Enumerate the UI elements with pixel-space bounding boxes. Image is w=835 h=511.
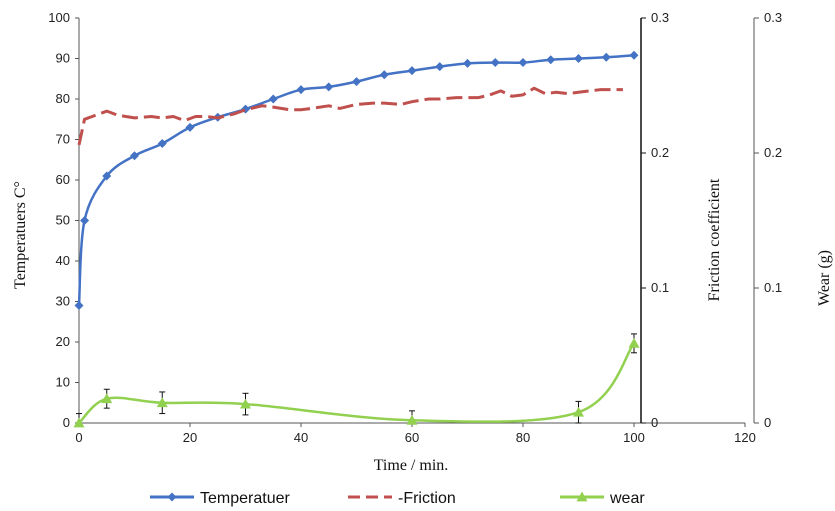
y-tick-left-label: 70 [56, 132, 70, 147]
y-tick-mid-label: 0.2 [651, 145, 669, 160]
y-tick-left-label: 30 [56, 294, 70, 309]
legend-item-temperatuer: Temperatuer [150, 490, 290, 507]
y-tick-right-label: 0.3 [764, 10, 782, 25]
temperatuer-point [185, 122, 195, 132]
temperatuer-point [490, 58, 500, 68]
y-axis-title-left: Temperatuers C° [12, 181, 29, 289]
x-tick-label: 20 [183, 430, 197, 445]
temperatuer-point [518, 58, 528, 68]
legend-label-friction: -Friction [398, 490, 456, 507]
legend-marker-wear [576, 491, 588, 502]
wear-point [628, 337, 640, 348]
temperatuer-point [102, 171, 112, 181]
temperatuer-point [629, 50, 639, 60]
axes: 0 10 20 30 40 50 60 70 80 90 100 0 0.1 0.2 0.3 0 0.1 0.2 0… [48, 10, 782, 445]
y-tick-right-label: 0.2 [764, 145, 782, 160]
friction-series-line [77, 86, 623, 146]
plot-area [73, 50, 640, 428]
y-tick-left-label: 90 [56, 51, 70, 66]
temperatuer-series-line [77, 54, 635, 306]
temperatuer-point [268, 94, 278, 104]
x-tick-label: 60 [405, 430, 419, 445]
y-tick-left-label: 10 [56, 375, 70, 390]
legend: Temperatuer -Friction wear [150, 490, 645, 507]
y-tick-mid-label: 0.3 [651, 10, 669, 25]
y-tick-left-label: 0 [63, 415, 70, 430]
temperatuer-point [130, 151, 139, 161]
y-tick-left-label: 50 [56, 213, 70, 228]
temperatuer-point [80, 216, 90, 225]
x-tick-label: 100 [623, 430, 645, 445]
wear-point [101, 393, 113, 404]
temperatuer-point [352, 77, 361, 87]
temperatuer-point [296, 85, 306, 95]
y-axis-title-right: Wear (g) [816, 250, 833, 306]
y-tick-left-label: 60 [56, 172, 70, 187]
y-tick-right-label: 0 [764, 415, 771, 430]
temperatuer-point [546, 55, 556, 65]
temperatuer-point [435, 62, 445, 72]
y-tick-mid-label: 0.1 [651, 280, 669, 295]
y-tick-mid-label: 0 [651, 415, 658, 430]
x-tick-label: 0 [75, 430, 82, 445]
wear-point [406, 414, 418, 425]
x-tick-label: 80 [516, 430, 530, 445]
temperatuer-point [324, 82, 334, 92]
x-tick-label: 40 [294, 430, 308, 445]
temperatuer-point [463, 58, 472, 68]
wear-point [240, 398, 251, 409]
legend-label-temperatuer: Temperatuer [200, 490, 290, 507]
wear-point [573, 406, 584, 417]
y-axis-title-mid: Friction coefficient [706, 178, 723, 301]
y-tick-left-label: 100 [48, 10, 70, 25]
wear-point [156, 397, 168, 408]
x-tick-label: 120 [734, 430, 756, 445]
y-tick-left-label: 20 [56, 334, 70, 349]
y-tick-left-label: 80 [56, 91, 70, 106]
temperatuer-point [379, 70, 389, 80]
legend-marker-temperatuer [167, 492, 177, 502]
y-tick-left-label: 40 [56, 253, 70, 268]
wear-point [73, 417, 85, 428]
temperatuer-point [74, 301, 84, 311]
temperatuer-point [407, 66, 417, 76]
legend-item-friction: -Friction [348, 490, 456, 507]
temperatuer-point [574, 54, 583, 63]
y-tick-right-label: 0.1 [764, 280, 782, 295]
legend-item-wear: wear [560, 490, 645, 507]
temperatuer-point [157, 139, 167, 149]
temperatuer-point [601, 52, 611, 62]
x-axis-title: Time / min. [374, 457, 449, 474]
legend-label-wear: wear [609, 490, 645, 507]
